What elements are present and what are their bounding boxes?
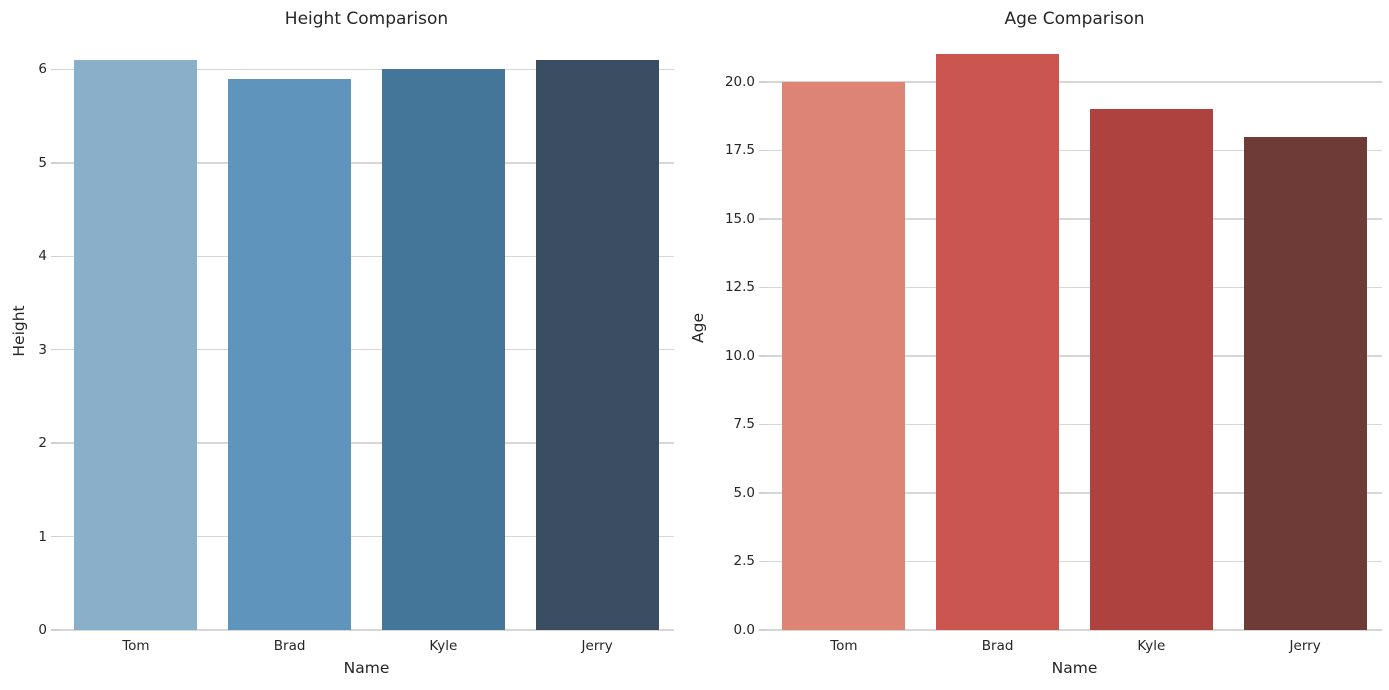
y-tick-label: 3 bbox=[38, 341, 47, 358]
gridline bbox=[767, 149, 1382, 152]
y-tick-label: 20.0 bbox=[724, 73, 755, 90]
y-tick-label: 0.0 bbox=[733, 622, 755, 638]
y-tick-mark bbox=[759, 149, 767, 152]
y-tick-mark bbox=[51, 629, 59, 631]
gridline bbox=[767, 286, 1382, 289]
bar-kyle-height bbox=[381, 69, 505, 630]
y-tick-label: 7.5 bbox=[733, 416, 755, 433]
age-x-axis-label: Name bbox=[1051, 659, 1098, 677]
y-tick-label: 4 bbox=[38, 248, 47, 265]
bar-jerry-height bbox=[535, 60, 659, 630]
bar-tom-age bbox=[782, 81, 906, 630]
y-tick-label: 0 bbox=[38, 622, 47, 638]
gridline bbox=[59, 162, 674, 164]
y-tick-mark bbox=[51, 348, 59, 351]
gridline bbox=[767, 423, 1382, 426]
y-tick-label: 1 bbox=[38, 528, 47, 545]
gridline bbox=[767, 629, 1382, 631]
gridline bbox=[767, 492, 1382, 494]
y-tick-mark bbox=[759, 81, 767, 83]
x-tick-label: Tom bbox=[122, 638, 150, 654]
gridline bbox=[59, 535, 674, 538]
x-tick-label: Jerry bbox=[581, 638, 613, 654]
bar-kyle-age bbox=[1089, 109, 1213, 630]
y-tick-mark bbox=[759, 286, 767, 289]
bar-jerry-age bbox=[1243, 136, 1367, 630]
height-x-axis-label: Name bbox=[343, 659, 390, 677]
gridline bbox=[59, 68, 674, 71]
y-tick-label: 12.5 bbox=[724, 279, 755, 296]
bar-tom-height bbox=[74, 60, 198, 630]
bar-brad-height bbox=[228, 78, 352, 630]
gridline bbox=[59, 348, 674, 351]
y-tick-label: 5.0 bbox=[733, 484, 755, 501]
y-tick-mark bbox=[759, 492, 767, 494]
y-tick-label: 15.0 bbox=[724, 210, 755, 227]
y-tick-mark bbox=[759, 629, 767, 631]
age-chart-title: Age Comparison bbox=[1004, 9, 1145, 29]
gridline bbox=[767, 560, 1382, 563]
x-tick-label: Kyle bbox=[429, 638, 458, 654]
age-y-axis-label: Age bbox=[689, 313, 707, 343]
y-tick-label: 10.0 bbox=[724, 347, 755, 364]
bar-brad-age bbox=[936, 54, 1060, 630]
y-tick-mark bbox=[51, 255, 59, 257]
y-tick-label: 17.5 bbox=[724, 142, 755, 159]
x-tick-label: Tom bbox=[830, 638, 858, 654]
x-tick-label: Jerry bbox=[1289, 638, 1321, 654]
x-tick-label: Brad bbox=[273, 638, 306, 654]
y-tick-label: 5 bbox=[38, 154, 47, 171]
height-chart-title: Height Comparison bbox=[284, 9, 449, 29]
gridline bbox=[59, 629, 674, 631]
gridline bbox=[59, 255, 674, 257]
gridline bbox=[59, 442, 674, 444]
y-tick-label: 6 bbox=[38, 61, 47, 78]
y-tick-mark bbox=[759, 355, 767, 357]
gridline bbox=[767, 81, 1382, 83]
gridline bbox=[767, 218, 1382, 220]
x-tick-label: Brad bbox=[981, 638, 1014, 654]
gridline bbox=[767, 355, 1382, 357]
y-tick-mark bbox=[759, 560, 767, 563]
y-tick-mark bbox=[759, 218, 767, 220]
y-tick-mark bbox=[51, 162, 59, 164]
y-tick-mark bbox=[51, 68, 59, 71]
y-tick-mark bbox=[51, 535, 59, 538]
y-tick-label: 2.5 bbox=[733, 553, 755, 570]
y-tick-mark bbox=[51, 442, 59, 444]
x-tick-label: Kyle bbox=[1137, 638, 1166, 654]
y-tick-mark bbox=[759, 423, 767, 426]
y-tick-label: 2 bbox=[38, 435, 47, 452]
